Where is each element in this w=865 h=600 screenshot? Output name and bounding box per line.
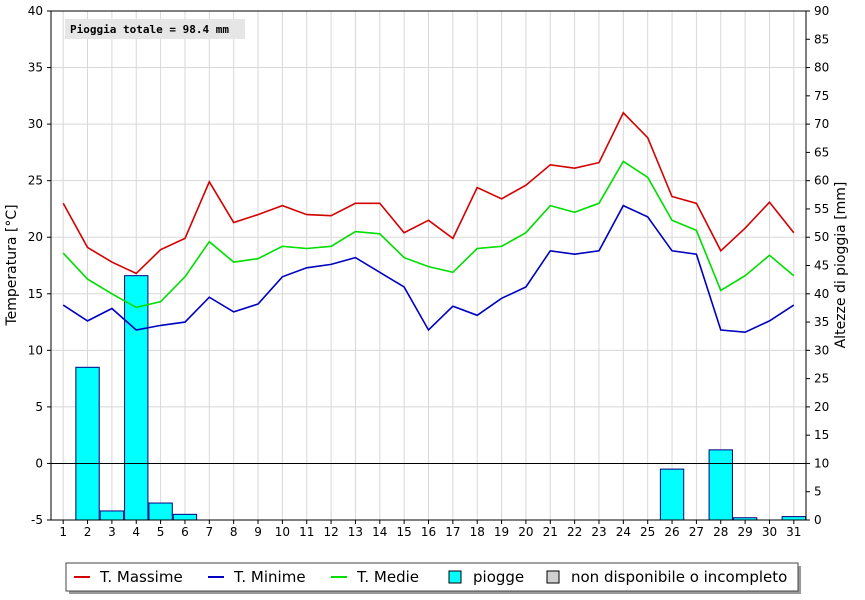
right-tick-label: 15 [814, 428, 829, 442]
x-tick-label: 4 [132, 525, 140, 539]
right-tick-label: 50 [814, 230, 829, 244]
left-axis-title: Temperatura [°C] [4, 204, 20, 326]
right-tick-label: 75 [814, 89, 829, 103]
rain-bar [75, 366, 100, 521]
right-tick-label: 10 [814, 456, 829, 470]
series-line [62, 111, 795, 275]
left-tick-label: 20 [28, 230, 43, 244]
right-tick-label: 80 [814, 61, 829, 75]
x-tick-label: 16 [421, 525, 436, 539]
legend-label: T. Minime [233, 568, 306, 586]
right-tick-label: 85 [814, 32, 829, 46]
x-tick-label: 27 [689, 525, 704, 539]
right-tick-label: 60 [814, 174, 829, 188]
rain-bar [708, 449, 733, 521]
series-line [62, 160, 795, 309]
x-tick-label: 8 [230, 525, 238, 539]
right-tick-label: 90 [814, 4, 829, 18]
left-tick-label: 15 [28, 287, 43, 301]
x-tick-label: 7 [205, 525, 213, 539]
rain-bar [781, 516, 806, 521]
x-tick-label: 22 [567, 525, 582, 539]
right-tick-label: 35 [814, 315, 829, 329]
legend: T. Massime T. Minime T. Medie piogge non dis… [65, 562, 801, 594]
x-tick-label: 13 [348, 525, 363, 539]
left-tick-label: 30 [28, 117, 43, 131]
rain-bar [124, 275, 149, 521]
x-tick-label: 31 [786, 525, 801, 539]
left-tick-label: 25 [28, 174, 43, 188]
x-tick-label: 18 [470, 525, 485, 539]
right-tick-label: 25 [814, 372, 829, 386]
left-tick-label: 10 [28, 343, 43, 357]
right-tick-label: 70 [814, 117, 829, 131]
x-tick-label: 26 [664, 525, 679, 539]
left-tick-label: -5 [31, 513, 43, 527]
x-tick-label: 11 [299, 525, 314, 539]
right-tick-label: 0 [814, 513, 822, 527]
legend-label: piogge [473, 568, 524, 586]
left-tick-label: 0 [35, 456, 43, 470]
x-tick-label: 25 [640, 525, 655, 539]
x-tick-label: 20 [518, 525, 533, 539]
legend-label: non disponibile o incompleto [571, 568, 787, 586]
right-tick-label: 20 [814, 400, 829, 414]
x-tick-label: 10 [275, 525, 290, 539]
right-axis-ticks: 0 5 10 15 20 25 30 35 40 45 50 55 60 65 70 75 80 85 90 [806, 4, 829, 527]
right-tick-label: 30 [814, 343, 829, 357]
x-tick-label: 17 [445, 525, 460, 539]
x-tick-label: 3 [108, 525, 116, 539]
annotation-box: Pioggia totale = 98.4 mm [65, 19, 245, 39]
rain-bar [148, 502, 173, 521]
x-tick-label: 14 [372, 525, 387, 539]
legend-marker [546, 570, 560, 584]
rain-bar [172, 513, 198, 521]
left-axis-ticks: -5 0 5 10 15 20 25 30 35 40 [28, 4, 51, 527]
x-tick-label: 29 [737, 525, 752, 539]
left-tick-label: 40 [28, 4, 43, 18]
left-tick-label: 35 [28, 61, 43, 75]
rain-bar [659, 468, 685, 521]
right-tick-label: 45 [814, 259, 829, 273]
x-tick-label: 9 [254, 525, 262, 539]
legend-box [65, 562, 799, 592]
x-tick-label: 6 [181, 525, 189, 539]
left-tick-label: 5 [35, 400, 43, 414]
temperature-lines [62, 111, 795, 334]
rain-total-annotation: Pioggia totale = 98.4 mm [70, 23, 229, 36]
right-tick-label: 5 [814, 485, 822, 499]
x-tick-label: 5 [157, 525, 165, 539]
x-tick-label: 24 [616, 525, 631, 539]
right-axis-title: Altezze di pioggia [mm] [833, 182, 849, 349]
x-tick-label: 2 [84, 525, 92, 539]
x-tick-label: 12 [323, 525, 338, 539]
right-tick-label: 55 [814, 202, 829, 216]
rain-bar [99, 510, 125, 521]
x-tick-label: 19 [494, 525, 509, 539]
right-tick-label: 65 [814, 145, 829, 159]
x-tick-label: 21 [543, 525, 558, 539]
x-axis-ticks: 1 2 3 4 5 6 7 8 9 10 11 12 13 14 15 16 17 18 19 20 21 22 23 24 2… [59, 520, 801, 539]
legend-label: T. Medie [356, 568, 419, 586]
x-tick-label: 28 [713, 525, 728, 539]
x-tick-label: 1 [59, 525, 67, 539]
legend-label: T. Massime [99, 568, 183, 586]
x-tick-label: 23 [591, 525, 606, 539]
grid [51, 10, 806, 521]
series-line [62, 204, 795, 334]
rain-bars [75, 275, 806, 521]
x-tick-label: 30 [762, 525, 777, 539]
x-tick-label: 15 [397, 525, 412, 539]
right-tick-label: 40 [814, 287, 829, 301]
legend-marker [448, 570, 462, 584]
